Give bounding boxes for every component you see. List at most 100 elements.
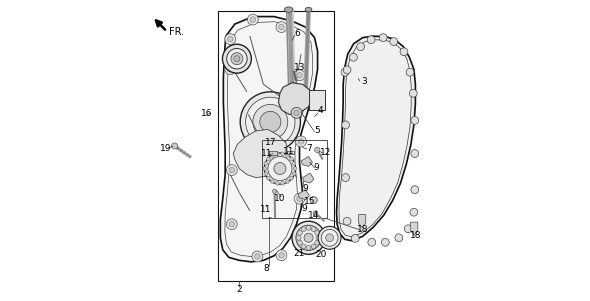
Circle shape [222,44,251,73]
Circle shape [292,172,296,175]
Circle shape [351,234,359,242]
Circle shape [297,73,302,78]
Circle shape [276,250,287,261]
Circle shape [267,157,270,161]
Circle shape [228,67,233,72]
FancyBboxPatch shape [287,150,294,154]
Text: 5: 5 [314,126,320,135]
Circle shape [404,225,412,233]
Circle shape [381,238,389,246]
Polygon shape [301,157,313,166]
Polygon shape [220,17,317,262]
Circle shape [274,163,286,175]
Circle shape [252,251,263,262]
Circle shape [294,110,299,116]
Polygon shape [411,222,418,235]
Circle shape [318,226,341,249]
Circle shape [314,147,320,153]
Circle shape [260,111,281,132]
Text: 16: 16 [201,109,212,118]
Circle shape [290,176,293,180]
Circle shape [297,196,302,201]
Text: 11: 11 [260,205,271,214]
Circle shape [276,182,279,185]
Circle shape [264,162,268,165]
Circle shape [264,172,268,175]
Text: 11: 11 [283,147,294,156]
Circle shape [411,150,419,157]
Circle shape [400,48,408,56]
Text: FR.: FR. [169,27,184,37]
Polygon shape [359,215,366,228]
Circle shape [306,225,311,230]
Circle shape [293,167,297,170]
Polygon shape [278,83,312,114]
Circle shape [229,222,234,227]
Circle shape [278,24,284,30]
Circle shape [297,240,302,245]
Circle shape [390,38,398,45]
Polygon shape [336,36,415,241]
Bar [262,140,327,218]
Text: 9: 9 [303,184,309,193]
Circle shape [316,235,321,240]
Circle shape [234,56,240,62]
Circle shape [294,193,305,204]
Text: 7: 7 [307,144,312,153]
Text: 14: 14 [309,211,320,220]
Text: 12: 12 [320,147,331,157]
Circle shape [225,64,235,75]
Circle shape [281,152,284,156]
Circle shape [342,174,349,182]
Circle shape [286,154,289,157]
Circle shape [231,53,243,65]
Circle shape [229,167,234,173]
Circle shape [395,234,403,242]
Text: 18: 18 [357,225,369,234]
Circle shape [313,211,318,216]
Circle shape [290,157,293,161]
Circle shape [268,157,292,181]
Text: 20: 20 [315,250,326,259]
Circle shape [357,43,365,51]
Circle shape [271,154,274,157]
Circle shape [263,167,267,170]
Circle shape [301,227,306,231]
Circle shape [292,162,296,165]
Circle shape [264,153,296,184]
Circle shape [310,197,317,204]
Circle shape [342,121,349,129]
Text: 2: 2 [237,285,242,294]
Text: 19: 19 [160,144,172,153]
Circle shape [314,240,320,245]
FancyBboxPatch shape [309,90,325,110]
Text: 11: 11 [261,149,272,158]
Circle shape [410,208,418,216]
Circle shape [276,22,287,33]
Text: 17: 17 [264,138,276,147]
Circle shape [276,152,279,156]
Circle shape [227,219,237,230]
Circle shape [253,104,288,139]
Circle shape [297,231,302,235]
Circle shape [255,254,260,259]
Text: 15: 15 [304,197,316,206]
Circle shape [245,97,295,147]
Circle shape [271,180,274,183]
Circle shape [343,217,351,225]
Circle shape [228,36,233,42]
Circle shape [367,36,375,44]
Circle shape [314,231,320,235]
Circle shape [225,34,235,45]
Circle shape [299,139,304,144]
Circle shape [247,14,258,25]
Ellipse shape [284,7,293,12]
Circle shape [292,221,325,254]
Circle shape [411,116,419,124]
Circle shape [250,17,255,22]
Circle shape [227,48,247,69]
Circle shape [296,225,321,250]
Circle shape [291,107,302,118]
Text: 3: 3 [361,77,367,86]
Text: 4: 4 [318,106,323,115]
